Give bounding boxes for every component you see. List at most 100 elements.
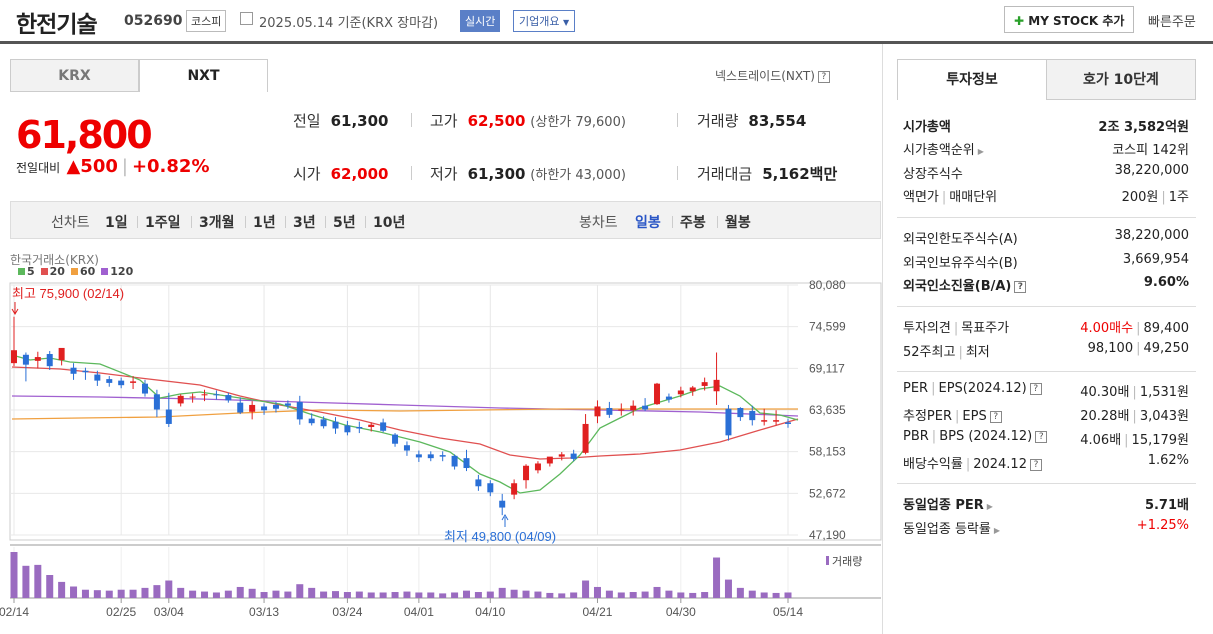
volume-bar	[177, 587, 185, 598]
period-1w[interactable]: 1주일	[145, 215, 181, 231]
candle-body	[296, 401, 303, 420]
foreign-limit-value: 38,220,000	[1114, 228, 1189, 243]
realtime-button[interactable]: 실시간	[460, 10, 501, 32]
help-icon[interactable]: ?	[989, 410, 1002, 423]
w52-high-value: 98,100	[1087, 341, 1134, 356]
chevron-down-icon: ▼	[562, 18, 570, 27]
pbr-value: 4.06배	[1080, 433, 1122, 448]
foreign-ratio-label: 외국인소진율(B/A)	[903, 279, 1012, 294]
volume-legend-swatch	[826, 556, 829, 565]
stock-code: 052690	[124, 13, 183, 29]
volume-bar	[486, 591, 494, 598]
line-chart-label[interactable]: 선차트	[51, 215, 90, 231]
mystock-add-button[interactable]: ✚ MY STOCK 추가	[1004, 6, 1135, 33]
foreign-ratio-value: 9.60%	[1143, 275, 1189, 290]
help-icon[interactable]: ?	[1029, 382, 1042, 395]
volume-bar	[498, 587, 506, 598]
candle-body	[630, 405, 637, 411]
volume-bar	[379, 592, 387, 598]
current-price: 61,800	[16, 113, 153, 157]
est-eps-value: 3,043원	[1139, 409, 1189, 424]
open-label: 시가	[293, 165, 321, 183]
volume-bar	[605, 590, 613, 598]
candle-body	[701, 382, 708, 386]
tab-invest-info[interactable]: 투자정보	[897, 59, 1047, 100]
candle-body	[201, 394, 208, 396]
help-icon[interactable]: ?	[817, 70, 830, 83]
volume: 거래량 83,554	[697, 110, 806, 131]
volume-bar	[260, 592, 268, 598]
nextrade-label: 넥스트레이드(NXT)	[715, 69, 815, 83]
tab-nxt[interactable]: NXT	[139, 59, 268, 92]
candle-body	[380, 422, 387, 431]
open-value: 62,000	[330, 165, 389, 183]
period-weekly[interactable]: 주봉	[680, 215, 706, 231]
candle-chart-label[interactable]: 봉차트	[579, 215, 618, 231]
help-icon[interactable]: ?	[1035, 430, 1048, 443]
volume-bar	[391, 592, 399, 598]
company-overview-dropdown[interactable]: 기업개요 ▼	[513, 10, 576, 32]
y-tick-label: 74,599	[809, 320, 846, 334]
volume-bar	[332, 591, 340, 598]
est-eps-label: EPS	[962, 409, 987, 424]
volume-bar	[117, 589, 125, 598]
help-icon[interactable]: ?	[1029, 458, 1042, 471]
candle-body	[463, 458, 470, 469]
candle-body	[261, 406, 268, 411]
volume-bar	[736, 587, 744, 598]
period-1d[interactable]: 1일	[105, 215, 128, 231]
volume-bar	[427, 592, 435, 598]
candle-body	[618, 409, 625, 411]
volume-value: 83,554	[748, 112, 807, 130]
plus-icon: ✚	[1014, 14, 1025, 28]
volume-bar	[284, 591, 292, 598]
foreign-limit-label: 외국인한도주식수(A)	[903, 232, 1018, 247]
candle-body	[427, 454, 434, 459]
lower-limit: (하한가 43,000)	[530, 168, 626, 183]
volume-bar	[105, 590, 113, 598]
tab-krx[interactable]: KRX	[10, 59, 139, 92]
par-lot-row: 액면가 | 매매단위 200원 | 1주	[903, 190, 1189, 205]
nextrade-link[interactable]: 넥스트레이드(NXT)?	[715, 67, 830, 84]
help-icon[interactable]: ?	[1014, 280, 1027, 293]
volume-bar	[689, 592, 697, 598]
period-3y[interactable]: 3년	[293, 215, 316, 231]
period-3m[interactable]: 3개월	[199, 215, 235, 231]
market-cap-rank-row[interactable]: 시가총액순위 ▶ 코스피 142위	[903, 139, 1189, 159]
period-monthly[interactable]: 월봉	[725, 215, 751, 231]
ma-legend-item: 120	[101, 265, 133, 278]
ma5-line	[11, 354, 799, 494]
eps-value: 1,531원	[1139, 385, 1189, 400]
w52-high-label: 52주최고	[903, 345, 956, 360]
quick-order-link[interactable]: 빠른주문	[1148, 15, 1196, 30]
industry-change-row[interactable]: 동일업종 등락률 ▶ +1.25%	[903, 518, 1189, 538]
w52-low-value: 49,250	[1143, 341, 1190, 356]
period-10y[interactable]: 10년	[373, 215, 406, 231]
candle-body	[34, 357, 41, 361]
low-arrow-head	[501, 514, 509, 521]
volume-bar	[58, 581, 66, 598]
candle-body	[308, 418, 315, 424]
industry-per-row[interactable]: 동일업종 PER ▶ 5.71배	[903, 494, 1189, 514]
candle-body	[499, 500, 506, 508]
ma-legend-item: 5	[18, 265, 35, 278]
candle-body	[177, 395, 184, 404]
chevron-right-icon: ▶	[986, 502, 993, 511]
period-daily[interactable]: 일봉	[635, 215, 661, 231]
period-5y[interactable]: 5년	[333, 215, 356, 231]
target-value: 89,400	[1143, 321, 1190, 336]
candle-body	[487, 483, 494, 493]
volume-bar	[165, 580, 173, 598]
volume-bar	[546, 592, 554, 598]
candle-body	[153, 394, 160, 410]
rank-label: 시가총액순위	[903, 143, 975, 158]
market-cap-value: 2조 3,582억원	[1098, 120, 1189, 135]
period-1y[interactable]: 1년	[253, 215, 276, 231]
tab-orderbook[interactable]: 호가 10단계	[1046, 59, 1196, 100]
est-per-label: 추정PER	[903, 409, 953, 424]
upper-limit: (상한가 79,600)	[530, 115, 626, 130]
foreign-limit-row: 외국인한도주식수(A) 38,220,000	[903, 228, 1189, 248]
ma-legend-label: 20	[49, 265, 65, 278]
opinion-row: 투자의견 | 목표주가 4.00매수 | 89,400	[903, 321, 1190, 336]
